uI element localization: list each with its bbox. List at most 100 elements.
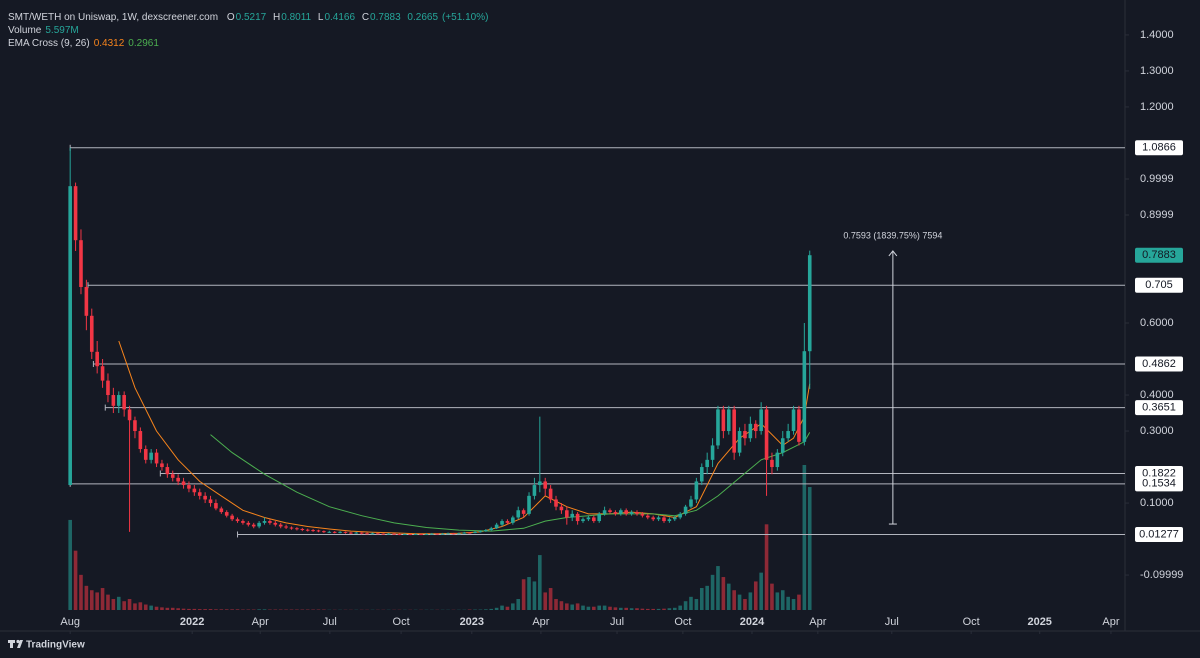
candle-body bbox=[95, 351, 99, 367]
volume-bar bbox=[797, 594, 801, 610]
volume-bar bbox=[527, 577, 531, 610]
volume-bar bbox=[538, 555, 542, 610]
candle-body bbox=[84, 286, 89, 316]
candle-body bbox=[797, 409, 801, 442]
candle-body bbox=[359, 532, 364, 534]
volume-bar bbox=[802, 465, 807, 610]
volume-bar bbox=[786, 596, 790, 610]
volume-bar bbox=[759, 572, 763, 610]
candle-body bbox=[592, 517, 596, 522]
volume-bar bbox=[592, 606, 596, 610]
volume-bar bbox=[624, 607, 628, 610]
volume-bar bbox=[775, 592, 780, 610]
volume-bar bbox=[84, 585, 89, 610]
level-label: 0.4862 bbox=[1142, 358, 1176, 370]
volume-bar bbox=[635, 608, 639, 610]
candle-body bbox=[208, 499, 213, 504]
candle-body bbox=[122, 395, 126, 410]
volume-bar bbox=[651, 608, 655, 610]
measure-label: 0.7593 (1839.75%) 7594 bbox=[843, 230, 942, 240]
candle-body bbox=[376, 533, 380, 535]
volume-bar bbox=[770, 583, 774, 610]
candle-body bbox=[241, 521, 245, 523]
ohlc-key: H bbox=[273, 12, 281, 23]
volume-bar bbox=[224, 609, 229, 610]
candle-body bbox=[484, 530, 488, 532]
ohlc-key: C bbox=[361, 12, 370, 23]
candle-body bbox=[68, 186, 72, 486]
volume-bar bbox=[154, 606, 159, 610]
candle-body bbox=[278, 524, 283, 527]
y-tick-label: 0.8999 bbox=[1140, 209, 1174, 221]
candle-body bbox=[143, 449, 148, 460]
volume-bar bbox=[219, 609, 224, 610]
x-tick-label: Apr bbox=[532, 616, 549, 628]
volume-bar bbox=[187, 608, 191, 610]
candle-body bbox=[440, 533, 445, 535]
candle-body bbox=[667, 519, 672, 522]
candle-body bbox=[100, 366, 105, 381]
candle-body bbox=[554, 499, 558, 507]
volume-bar bbox=[619, 607, 623, 610]
candle-body bbox=[619, 510, 623, 514]
candle-body bbox=[802, 351, 807, 442]
candle-body bbox=[575, 513, 580, 522]
candle-body bbox=[181, 481, 186, 486]
candle-body bbox=[338, 531, 342, 533]
volume-bar bbox=[203, 609, 207, 610]
x-tick-label: Apr bbox=[809, 616, 826, 628]
candle-body bbox=[467, 532, 472, 534]
level-label-box bbox=[1135, 526, 1183, 542]
volume-bar bbox=[575, 603, 580, 610]
candle-body bbox=[705, 459, 709, 468]
candle-body bbox=[651, 517, 655, 520]
level-label: 0.705 bbox=[1145, 279, 1173, 291]
y-tick-label: -0.09999 bbox=[1140, 569, 1183, 581]
volume-bar bbox=[807, 487, 812, 610]
candle-body bbox=[678, 513, 682, 518]
candle-body bbox=[473, 531, 477, 533]
candle-body bbox=[764, 409, 769, 460]
candle-body bbox=[516, 510, 521, 518]
volume-bar bbox=[705, 585, 709, 610]
candle-body bbox=[462, 532, 467, 534]
volume-bar bbox=[494, 607, 499, 610]
x-tick-label: Aug bbox=[60, 616, 80, 628]
volume-bar bbox=[532, 581, 537, 610]
volume-bar bbox=[667, 608, 672, 610]
candle-body bbox=[365, 533, 369, 535]
volume-value: 5.597M bbox=[45, 25, 79, 36]
y-tick-label: 1.4000 bbox=[1140, 29, 1174, 41]
candle-body bbox=[246, 522, 251, 525]
volume-bar bbox=[748, 592, 753, 610]
volume-bar bbox=[89, 590, 94, 610]
candle-body bbox=[289, 527, 294, 529]
level-label-box bbox=[1135, 400, 1183, 416]
y-tick-label: 0.9999 bbox=[1140, 173, 1174, 185]
volume-bar bbox=[554, 599, 558, 610]
volume-bar bbox=[68, 519, 72, 610]
volume-bar bbox=[548, 588, 553, 610]
candle-body bbox=[807, 255, 812, 352]
ema-value: 0.4312 bbox=[93, 38, 125, 49]
volume-bar bbox=[559, 601, 564, 610]
candle-body bbox=[203, 495, 207, 500]
volume-bar bbox=[176, 608, 180, 610]
volume-bar bbox=[710, 574, 715, 610]
candle-body bbox=[316, 530, 321, 532]
y-tick-label: 0.3000 bbox=[1140, 425, 1174, 437]
candle-body bbox=[489, 528, 494, 531]
level-label-box bbox=[1135, 356, 1183, 372]
x-tick-label: 2023 bbox=[460, 616, 484, 628]
volume-bar bbox=[764, 524, 769, 610]
volume-bar bbox=[721, 577, 726, 610]
volume-bar bbox=[197, 609, 202, 610]
ohlc-key: L bbox=[317, 12, 324, 23]
level-label: 1.0866 bbox=[1142, 142, 1176, 154]
candle-body bbox=[370, 533, 375, 535]
change-percent: (+51.10%) bbox=[442, 12, 489, 23]
legend-row: Volume 5.597M bbox=[8, 24, 492, 37]
legend-row: SMT/WETH on Uniswap, 1W, dexscreener.com… bbox=[8, 11, 492, 24]
